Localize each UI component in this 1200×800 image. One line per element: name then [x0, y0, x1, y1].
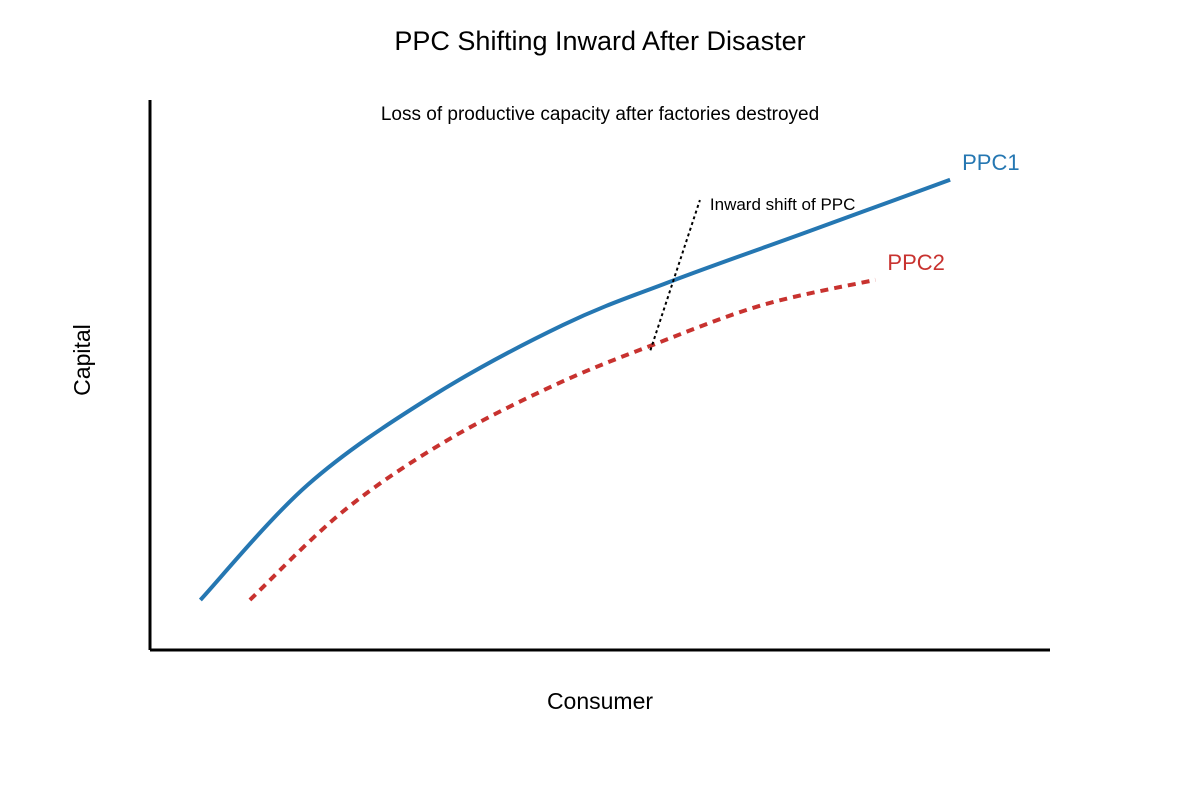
y-axis-label: Capital [69, 324, 95, 396]
series-label-ppc2: PPC2 [887, 250, 944, 275]
chart-subtitle: Loss of productive capacity after factor… [381, 104, 819, 125]
chart-title: PPC Shifting Inward After Disaster [394, 26, 805, 56]
series-layer: PPC1 PPC2 [198, 150, 1020, 602]
x-axis-label: Consumer [547, 688, 653, 714]
annotation-line [649, 199, 701, 351]
annotation-layer: Inward shift of PPC [649, 195, 856, 351]
series-line-ppc1 [198, 177, 951, 602]
annotation-text: Inward shift of PPC [710, 195, 856, 214]
series-line-ppc2 [248, 277, 876, 602]
series-label-ppc1: PPC1 [962, 150, 1019, 175]
